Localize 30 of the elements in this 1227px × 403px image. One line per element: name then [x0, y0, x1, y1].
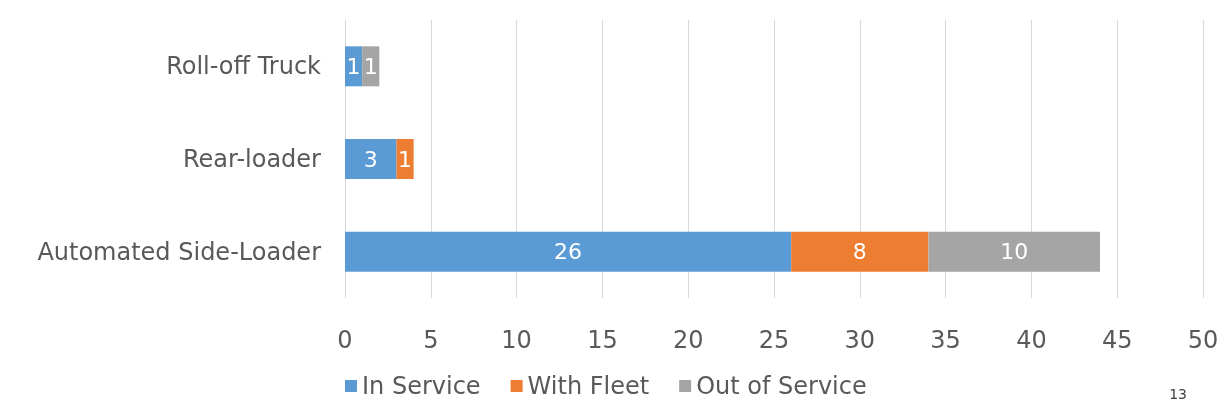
- x-tick-label: 10: [501, 326, 532, 354]
- x-tick-label: 50: [1187, 326, 1219, 354]
- legend-label: Out of Service: [696, 372, 867, 400]
- bar: [791, 231, 929, 272]
- x-tick-label: 25: [758, 326, 790, 354]
- bar: [396, 139, 414, 179]
- y-tick-label: Rear-loader: [183, 145, 322, 173]
- data-label: 26: [554, 239, 583, 265]
- x-tick-label: 15: [587, 326, 618, 354]
- data-label: 8: [852, 239, 867, 265]
- x-tick-label: 5: [423, 326, 439, 354]
- text: 13: [1169, 386, 1188, 402]
- bar: [345, 231, 792, 272]
- y-tick-label: Roll-off Truck: [166, 52, 322, 81]
- x-tick-label: 20: [672, 326, 704, 354]
- x-tick-label: 40: [1016, 326, 1047, 354]
- legend-label: In Service: [362, 372, 481, 400]
- x-tick-label: 30: [844, 326, 876, 354]
- legend-label: With Fleet: [527, 372, 650, 400]
- bar: [345, 139, 397, 179]
- x-tick-label: 45: [1101, 326, 1133, 354]
- y-tick-label: Automated Side-Loader: [37, 237, 322, 266]
- x-tick-label: 0: [337, 326, 353, 354]
- data-label: 1: [346, 53, 361, 79]
- data-label: 10: [1000, 239, 1029, 265]
- data-label: 1: [398, 146, 413, 172]
- x-tick-label: 35: [930, 326, 961, 354]
- data-label: 3: [363, 146, 378, 172]
- bar: [928, 231, 1101, 272]
- data-label: 1: [363, 53, 378, 79]
